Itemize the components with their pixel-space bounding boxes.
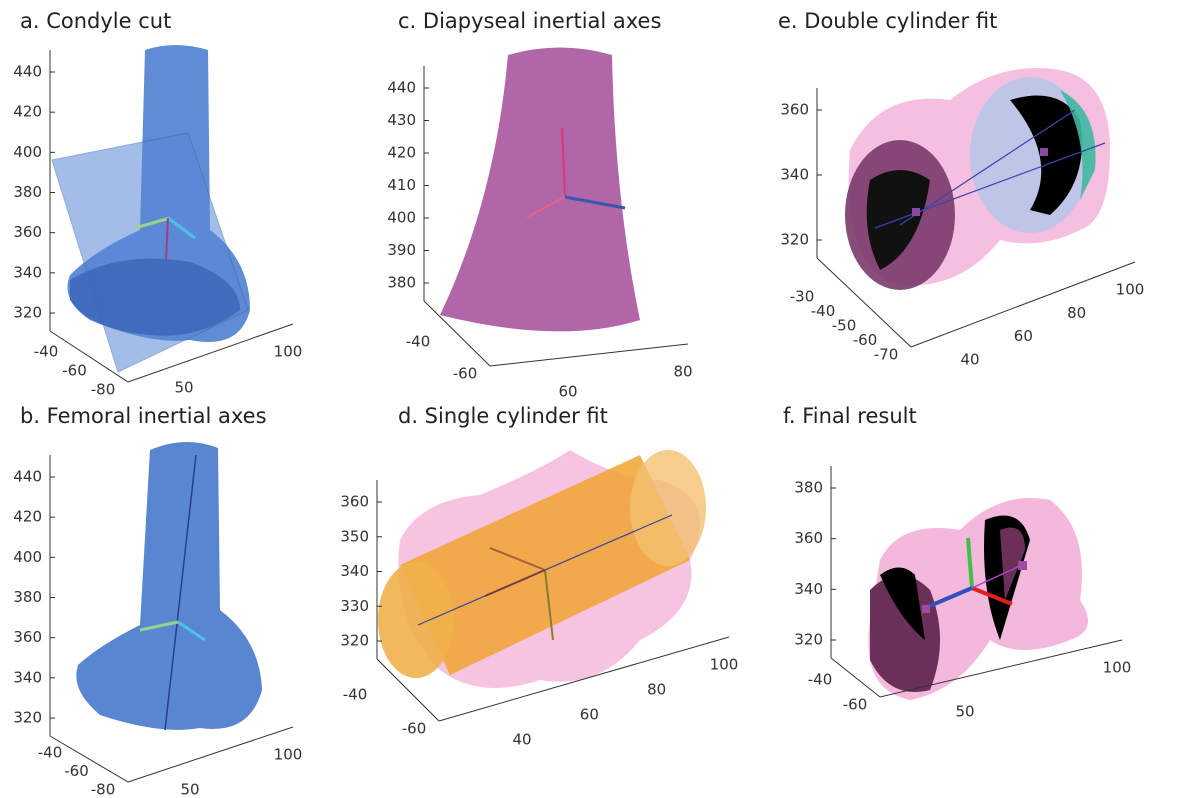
z-tick-label: 400 (13, 548, 42, 566)
panel-b-render (76, 442, 262, 730)
z-tick-label: 320 (13, 709, 42, 727)
z-tick-label: 340 (13, 668, 42, 686)
y-tick-label: -40 (406, 333, 431, 351)
z-tick-label: 320 (780, 231, 809, 249)
figure: a. Condyle cut440420400380360340320-40-6… (0, 0, 1177, 798)
x-tick-label: 100 (274, 746, 303, 764)
z-tick-label: 360 (13, 628, 42, 646)
y-tick-label: -60 (402, 720, 427, 738)
z-tick-label: 360 (340, 493, 369, 511)
z-tick-label: 360 (780, 101, 809, 119)
panel-title: d. Single cylinder fit (398, 404, 608, 428)
x-tick-label: 50 (174, 379, 193, 397)
panel-title: c. Diapyseal inertial axes (398, 9, 661, 33)
z-tick-label: 340 (794, 580, 823, 598)
panel-title: a. Condyle cut (20, 9, 171, 33)
y-tick-label: -60 (64, 762, 89, 780)
z-tick-label: 420 (13, 103, 42, 121)
z-tick-label: 320 (13, 304, 42, 322)
panel-c-render (440, 48, 640, 332)
z-tick-label: 440 (13, 63, 42, 81)
z-tick-label: 320 (340, 632, 369, 650)
y-tick-label: -60 (843, 696, 868, 714)
panel-title: e. Double cylinder fit (778, 9, 997, 33)
x-axis (490, 344, 688, 366)
z-tick-label: 330 (340, 597, 369, 615)
z-tick-label: 380 (13, 183, 42, 201)
z-tick-label: 430 (387, 111, 416, 129)
x-tick-label: 80 (1067, 304, 1086, 322)
x-tick-label: 80 (647, 681, 666, 699)
x-tick-label: 50 (955, 703, 974, 721)
z-tick-label: 390 (387, 241, 416, 259)
x-tick-label: 100 (710, 656, 739, 674)
x-tick-label: 100 (274, 343, 303, 361)
y-tick-label: -40 (343, 686, 368, 704)
x-tick-label: 100 (1103, 659, 1132, 677)
y-tick-label: -70 (874, 346, 899, 364)
z-tick-label: 360 (794, 529, 823, 547)
z-tick-label: 340 (13, 263, 42, 281)
x-tick-label: 60 (580, 706, 599, 724)
y-tick-label: -60 (62, 362, 87, 380)
z-tick-label: 380 (387, 274, 416, 292)
panel-a-render (52, 45, 250, 372)
panel-d-render (378, 450, 706, 688)
panel-e-render (845, 68, 1110, 290)
z-tick-label: 380 (794, 479, 823, 497)
y-tick-label: -80 (91, 781, 116, 798)
z-tick-label: 320 (794, 631, 823, 649)
x-tick-label: 100 (1116, 281, 1145, 299)
x-tick-label: 40 (960, 351, 979, 369)
z-tick-label: 440 (387, 79, 416, 97)
z-tick-label: 400 (387, 209, 416, 227)
z-tick-label: 340 (340, 562, 369, 580)
x-tick-label: 60 (558, 383, 577, 401)
y-tick-label: -60 (453, 365, 478, 383)
y-tick-label: -40 (34, 343, 59, 361)
z-tick-label: 380 (13, 588, 42, 606)
z-tick-label: 340 (780, 166, 809, 184)
panel-title: f. Final result (783, 404, 917, 428)
z-tick-label: 410 (387, 176, 416, 194)
panel-title: b. Femoral inertial axes (20, 404, 267, 428)
x-axis (128, 727, 293, 782)
z-tick-label: 420 (387, 144, 416, 162)
panel-f-render (868, 498, 1088, 700)
x-tick-label: 50 (180, 781, 199, 798)
x-tick-label: 60 (1014, 327, 1033, 345)
z-tick-label: 420 (13, 508, 42, 526)
z-tick-label: 400 (13, 143, 42, 161)
x-tick-label: 40 (512, 731, 531, 749)
z-tick-label: 440 (13, 468, 42, 486)
y-tick-label: -40 (808, 671, 833, 689)
y-tick-label: -40 (38, 744, 63, 762)
x-tick-label: 80 (673, 363, 692, 381)
y-tick-label: -80 (91, 381, 116, 399)
z-tick-label: 360 (13, 223, 42, 241)
z-tick-label: 350 (340, 527, 369, 545)
